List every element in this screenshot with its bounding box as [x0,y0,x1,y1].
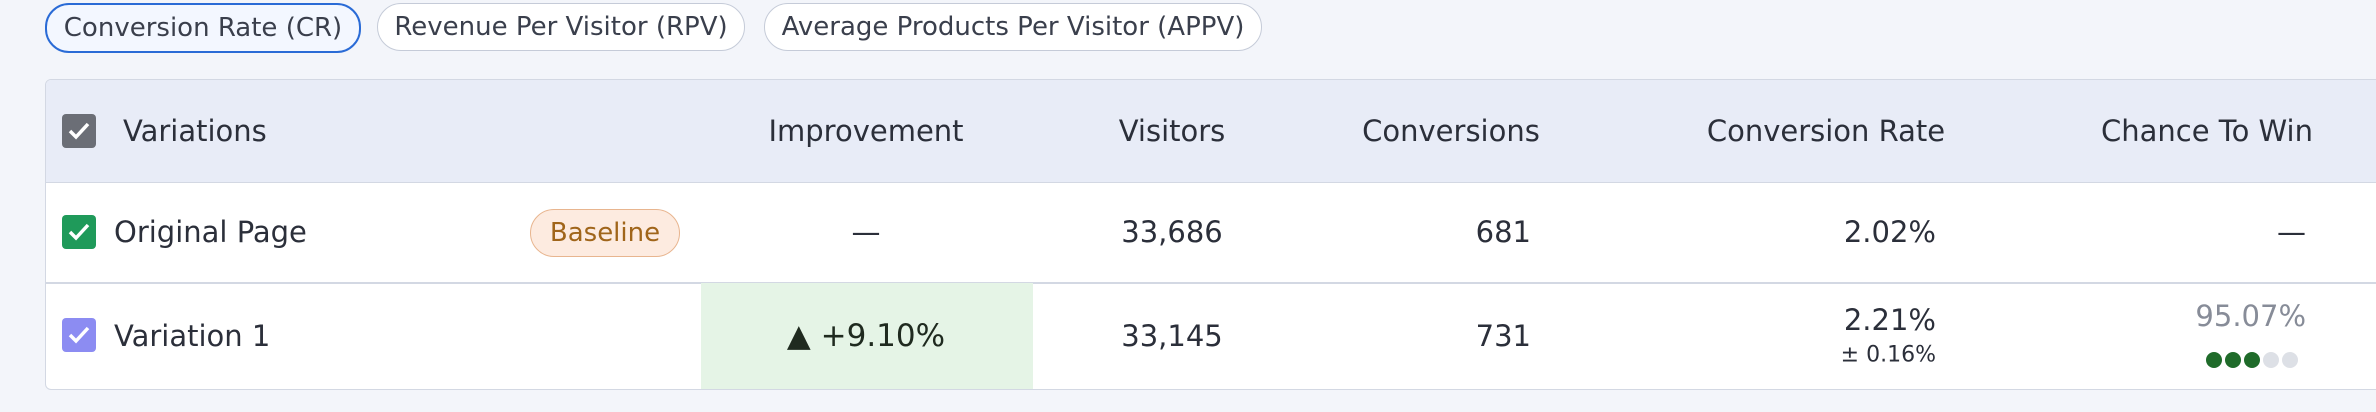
confidence-dot [2244,352,2260,368]
confidence-dot [2282,352,2298,368]
chance-to-win: 95.07% [2195,299,2306,333]
table-header [46,80,2376,183]
header: Improvement [768,114,964,148]
variation-name: Variation 1 [114,319,271,353]
conversion-rate: 2.02% [1843,215,1936,249]
confidence-dot [2225,352,2241,368]
tab[interactable]: Average Products Per Visitor (APPV) [764,3,1262,51]
confidence-dot [2206,352,2222,368]
row-checkbox[interactable] [62,318,96,352]
header: Variations [123,114,267,148]
visitors: 33,145 [1121,319,1223,353]
select-all-checkbox[interactable] [62,114,96,148]
baseline-badge: Baseline [530,209,680,257]
visitors: 33,686 [1121,215,1223,249]
header: Visitors [1118,114,1226,148]
header: Conversion Rate [1706,114,1946,148]
chance-to-win: — [2277,215,2306,249]
conversions: 731 [1475,319,1531,353]
header: Chance To Win [2100,114,2314,148]
variation-name: Original Page [114,215,307,249]
improvement-highlight [701,283,1033,389]
conversions: 681 [1475,215,1531,249]
tab[interactable]: Revenue Per Visitor (RPV) [377,3,745,51]
conversion-rate: 2.21% [1843,303,1936,337]
improvement: — [851,215,881,249]
improvement: ▲ +9.10% [786,318,946,354]
results-table: Variations Improvement Visitors Conversi… [45,79,2376,390]
header: Conversions [1362,114,1540,148]
row-checkbox[interactable] [62,215,96,249]
confidence-dot [2263,352,2279,368]
conversion-rate-margin: ± 0.16% [1840,342,1936,368]
tab[interactable]: Conversion Rate (CR) [45,3,361,53]
row-divider [46,282,2376,284]
